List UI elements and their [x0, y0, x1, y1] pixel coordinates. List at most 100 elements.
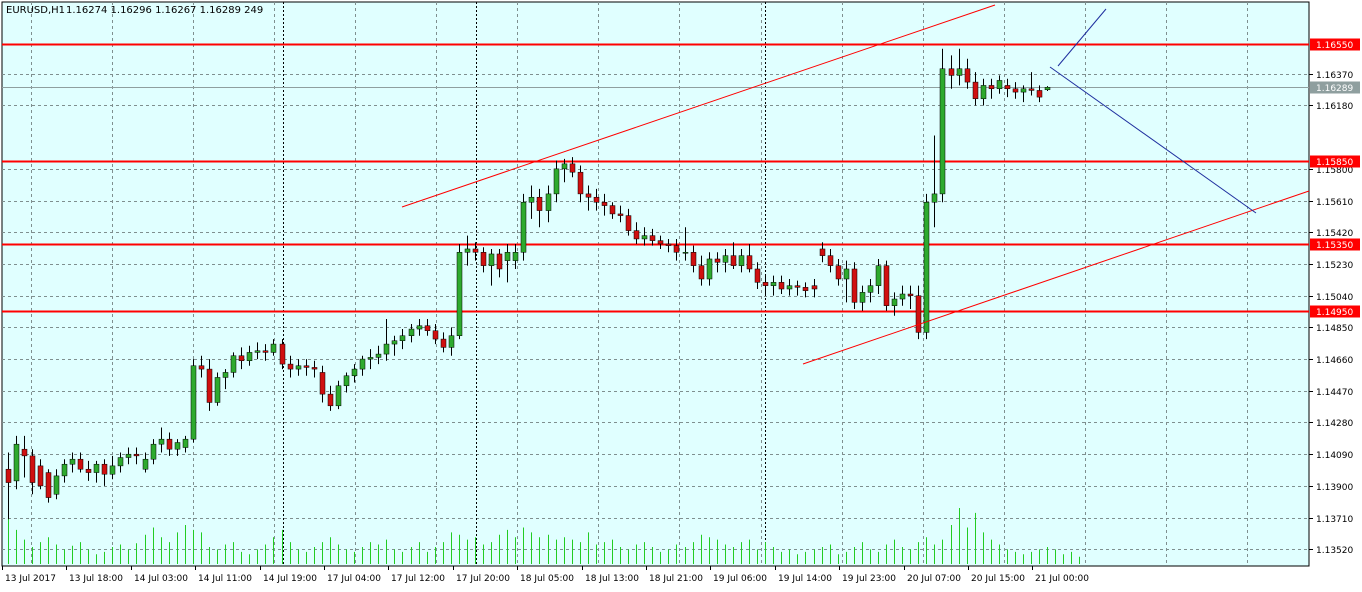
candle-body — [617, 213, 624, 216]
price-tick-label: 1.16370 — [1316, 71, 1353, 81]
candle-body — [359, 358, 366, 370]
candle-body — [939, 68, 946, 195]
candle-body — [528, 196, 535, 203]
candle-body — [440, 338, 447, 348]
time-tick-label: 19 Jul 14:00 — [778, 574, 832, 584]
candle-body — [21, 448, 28, 457]
candle-body — [609, 205, 616, 215]
candle-body — [722, 255, 729, 263]
candle-body — [472, 248, 479, 253]
chart-quote: 1.16274 1.16296 1.16267 1.16289 249 — [66, 5, 263, 16]
candle-body — [399, 335, 406, 341]
candle-body — [93, 463, 100, 473]
candle-body — [383, 343, 390, 355]
candle-body — [150, 443, 157, 460]
candle-body — [311, 367, 318, 370]
candles — [5, 48, 1051, 520]
candle-body — [754, 268, 761, 283]
level-price-box — [1310, 305, 1360, 318]
level-price-label: 1.14950 — [1316, 308, 1353, 318]
candle-body — [133, 453, 140, 457]
candle-body — [270, 343, 277, 353]
candle-body — [230, 355, 237, 373]
candle-body — [625, 215, 632, 231]
candle-body — [561, 163, 568, 170]
current-price-label: 1.16289 — [1316, 84, 1353, 94]
candle-body — [827, 255, 834, 266]
candle-body — [657, 240, 664, 245]
candle-body — [553, 168, 560, 195]
candle-body — [279, 343, 286, 365]
candle-body — [907, 293, 914, 296]
candle-body — [690, 252, 697, 266]
candle-body — [972, 81, 979, 100]
candle-body — [665, 243, 672, 246]
candle-body — [125, 453, 132, 458]
candle-body — [13, 443, 20, 482]
time-tick-label: 20 Jul 07:00 — [907, 574, 961, 584]
candle-body — [117, 457, 124, 467]
candle-body — [1004, 85, 1011, 90]
candle-body — [762, 282, 769, 286]
candle-body — [698, 265, 705, 280]
price-tick-label: 1.14850 — [1316, 324, 1353, 334]
candle-body — [851, 268, 858, 303]
time-tick-label: 19 Jul 06:00 — [713, 574, 767, 584]
time-tick-label: 14 Jul 03:00 — [134, 574, 188, 584]
candle-body — [569, 163, 576, 173]
time-tick-label: 17 Jul 12:00 — [391, 574, 445, 584]
trend-lines — [401, 4, 1310, 365]
price-tick-label: 1.13520 — [1316, 546, 1353, 556]
candle-body — [1028, 88, 1035, 91]
candle-body — [295, 365, 302, 370]
trend-line-lower — [802, 190, 1310, 365]
candle-body — [198, 365, 205, 370]
current-price-box — [1310, 81, 1360, 94]
candle-body — [335, 385, 342, 407]
candle-body — [182, 438, 189, 448]
candle-body — [69, 458, 76, 465]
candle-body — [424, 325, 431, 331]
price-tick-label: 1.14470 — [1316, 388, 1353, 398]
candle-body — [391, 340, 398, 345]
candle-body — [835, 265, 842, 280]
candle-body — [262, 350, 269, 353]
level-price-box — [1310, 155, 1360, 168]
candle-body — [738, 255, 745, 266]
level-price-label: 1.16550 — [1316, 41, 1353, 51]
plot-area — [1, 1, 1310, 567]
candle-body — [520, 201, 527, 253]
candle-body — [327, 393, 334, 407]
candle-body — [448, 335, 455, 348]
candle-body — [891, 298, 898, 306]
candle-body — [142, 458, 149, 470]
candle-body — [964, 68, 971, 83]
candle-body — [496, 253, 503, 270]
candle-body — [585, 193, 592, 198]
candle-body — [682, 252, 689, 254]
forecast-line-up — [1057, 8, 1107, 67]
level-price-label: 1.15350 — [1316, 241, 1353, 251]
price-tick-label: 1.13900 — [1316, 483, 1353, 493]
candle-body — [488, 253, 495, 266]
candle-body — [770, 282, 777, 286]
candle-body — [254, 350, 261, 353]
candle-body — [786, 285, 793, 290]
price-tick-label: 1.15610 — [1316, 198, 1353, 208]
candle-body — [416, 325, 423, 330]
level-price-box — [1310, 238, 1360, 251]
candle-body — [214, 377, 221, 403]
candle-body — [859, 292, 866, 303]
time-tick-label: 14 Jul 11:00 — [198, 574, 252, 584]
candle-body — [174, 442, 181, 450]
candle-body — [53, 475, 60, 495]
chart-symbol: EURUSD,H1 — [6, 5, 65, 16]
candle-body — [1036, 90, 1043, 98]
candle-body — [923, 201, 930, 333]
candle-body — [456, 252, 463, 336]
candle-body — [246, 352, 253, 362]
time-tick-label: 20 Jul 15:00 — [971, 574, 1025, 584]
candle-body — [319, 372, 326, 395]
candle-body — [649, 235, 656, 241]
price-tick-label: 1.15800 — [1316, 166, 1353, 176]
